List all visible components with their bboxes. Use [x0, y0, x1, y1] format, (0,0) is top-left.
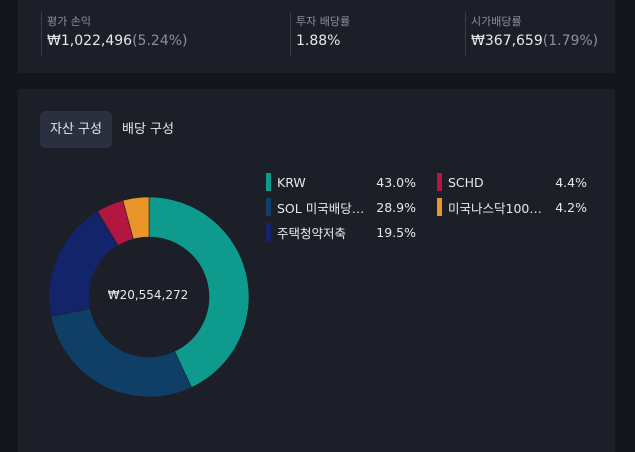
legend-item[interactable]: SCHD 4.4% — [437, 173, 587, 191]
market-dividend-pct: (1.79%) — [542, 33, 599, 49]
legend-percent: 4.4% — [555, 174, 587, 190]
tab-asset-composition[interactable]: 자산 구성 — [40, 111, 112, 148]
composition-tabs: 자산 구성 배당 구성 — [40, 111, 184, 148]
legend-swatch — [437, 173, 442, 191]
valuation-pct: (5.24%) — [132, 33, 188, 49]
donut-slice[interactable] — [50, 308, 192, 397]
legend-swatch — [266, 173, 271, 191]
tab-dividend-composition[interactable]: 배당 구성 — [121, 122, 174, 137]
summary-card: 평가 손익 ₩1,022,496(5.24%) 투자 배당률 1.88% 시가배… — [18, 0, 615, 73]
legend-percent: 4.2% — [555, 199, 587, 215]
valuation-value: ₩1,022,496 — [47, 33, 133, 49]
legend-label: SOL 미국배당… — [277, 200, 365, 216]
legend-label: KRW — [277, 174, 306, 190]
dividend-rate-label: 투자 배당률 — [296, 15, 351, 28]
market-dividend-value-row: ₩367,659(1.79%) — [471, 33, 598, 49]
legend-swatch — [266, 223, 271, 241]
asset-donut-chart — [49, 197, 249, 397]
legend-item[interactable]: 미국나스닥100… 4.2% — [437, 198, 587, 216]
donut-slice[interactable] — [148, 197, 249, 388]
dividend-rate-value: 1.88% — [296, 33, 341, 49]
legend-item[interactable]: 주택청약저축 19.5% — [266, 223, 416, 241]
legend-label: 미국나스닥100… — [448, 200, 542, 216]
legend-swatch — [437, 198, 442, 216]
legend-percent: 43.0% — [376, 174, 416, 190]
market-dividend-stat: 시가배당률 ₩367,659(1.79%) — [465, 12, 598, 56]
legend-percent: 28.9% — [376, 199, 416, 215]
legend-label: 주택청약저축 — [277, 225, 347, 241]
donut-slice[interactable] — [122, 197, 150, 240]
valuation-value-row: ₩1,022,496(5.24%) — [47, 33, 188, 49]
donut-center-total: ₩20,554,272 — [107, 288, 189, 302]
valuation-label: 평가 손익 — [47, 15, 91, 28]
legend-item[interactable]: SOL 미국배당… 28.9% — [266, 198, 416, 216]
dividend-rate-stat: 투자 배당률 1.88% — [290, 12, 350, 56]
legend-swatch — [266, 198, 271, 216]
market-dividend-value: ₩367,659 — [471, 33, 543, 49]
valuation-stat: 평가 손익 ₩1,022,496(5.24%) — [41, 12, 188, 56]
market-dividend-label: 시가배당률 — [471, 15, 522, 28]
legend-item[interactable]: KRW 43.0% — [266, 173, 416, 191]
composition-card: 자산 구성 배당 구성 ₩20,554,272 KRW 43.0% SOL 미국배당… — [18, 89, 615, 452]
legend-label: SCHD — [448, 174, 484, 190]
legend-percent: 19.5% — [376, 224, 416, 240]
